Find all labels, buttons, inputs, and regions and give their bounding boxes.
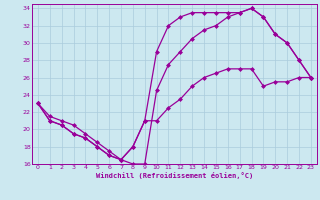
X-axis label: Windchill (Refroidissement éolien,°C): Windchill (Refroidissement éolien,°C)	[96, 172, 253, 179]
